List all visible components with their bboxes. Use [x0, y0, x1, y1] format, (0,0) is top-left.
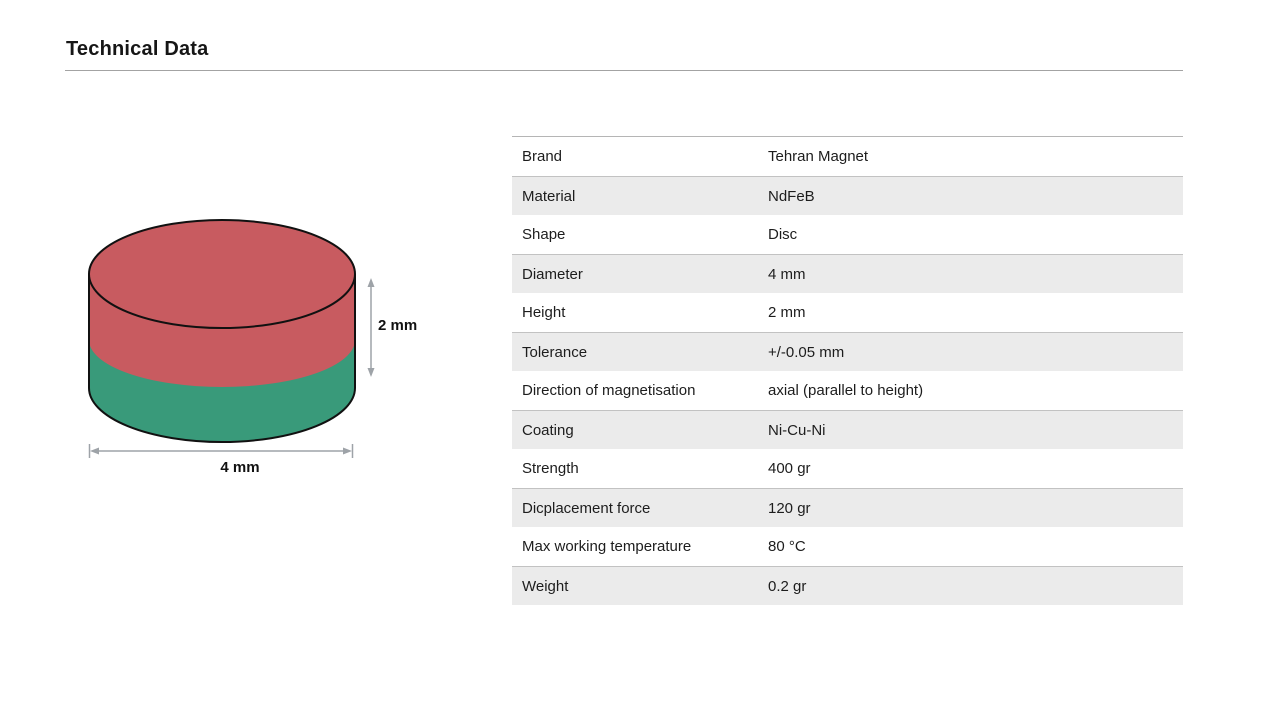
table-row: Tolerance +/-0.05 mm [512, 332, 1183, 371]
diameter-dimension-arrow [88, 444, 354, 458]
magnet-side-green [89, 340, 355, 442]
spec-label: Diameter [522, 265, 583, 283]
page-title: Technical Data [66, 38, 209, 60]
table-row: Direction of magnetisation axial (parall… [512, 371, 1183, 410]
spec-table: Brand Tehran Magnet Material NdFeB Shape… [512, 136, 1183, 605]
spec-value: 0.2 gr [768, 577, 807, 595]
table-row: Brand Tehran Magnet [512, 137, 1183, 176]
spec-value: Tehran Magnet [768, 148, 869, 165]
spec-value: 400 gr [768, 460, 811, 477]
magnet-diagram: 2 mm 4 mm [60, 200, 440, 490]
spec-label: Dicplacement force [522, 499, 651, 517]
spec-label: Material [522, 187, 576, 205]
title-divider [65, 70, 1183, 71]
spec-label: Height [522, 304, 566, 321]
spec-label: Coating [522, 421, 574, 439]
spec-value: 4 mm [768, 265, 806, 283]
height-dimension-label: 2 mm [378, 317, 418, 334]
spec-label: Shape [522, 226, 566, 243]
spec-value: Ni-Cu-Ni [768, 421, 826, 439]
table-row: Strength 400 gr [512, 449, 1183, 488]
magnet-outline [88, 274, 356, 443]
spec-label: Weight [522, 577, 569, 595]
table-row: Coating Ni-Cu-Ni [512, 410, 1183, 449]
table-row: Height 2 mm [512, 293, 1183, 332]
spec-label: Strength [522, 460, 579, 477]
spec-value: axial (parallel to height) [768, 382, 924, 399]
spec-value: 80 °C [768, 538, 806, 555]
spec-value: Disc [768, 226, 798, 243]
spec-value: 120 gr [768, 499, 811, 517]
height-dimension-arrow [367, 278, 375, 377]
table-row: Diameter 4 mm [512, 254, 1183, 293]
spec-value: 2 mm [768, 304, 806, 321]
spec-label: Direction of magnetisation [522, 382, 696, 399]
spec-label: Tolerance [522, 343, 588, 361]
disc-magnet-drawing [88, 219, 375, 458]
spec-value: NdFeB [768, 187, 815, 205]
magnet-top-face [88, 219, 356, 329]
spec-label: Brand [522, 148, 563, 165]
spec-value: +/-0.05 mm [768, 343, 845, 361]
table-row: Weight 0.2 gr [512, 566, 1183, 605]
table-row: Max working temperature 80 °C [512, 527, 1183, 566]
table-row: Dicplacement force 120 gr [512, 488, 1183, 527]
diameter-dimension-label: 4 mm [220, 459, 260, 476]
table-row: Shape Disc [512, 215, 1183, 254]
spec-label: Max working temperature [522, 538, 692, 555]
table-row: Material NdFeB [512, 176, 1183, 215]
